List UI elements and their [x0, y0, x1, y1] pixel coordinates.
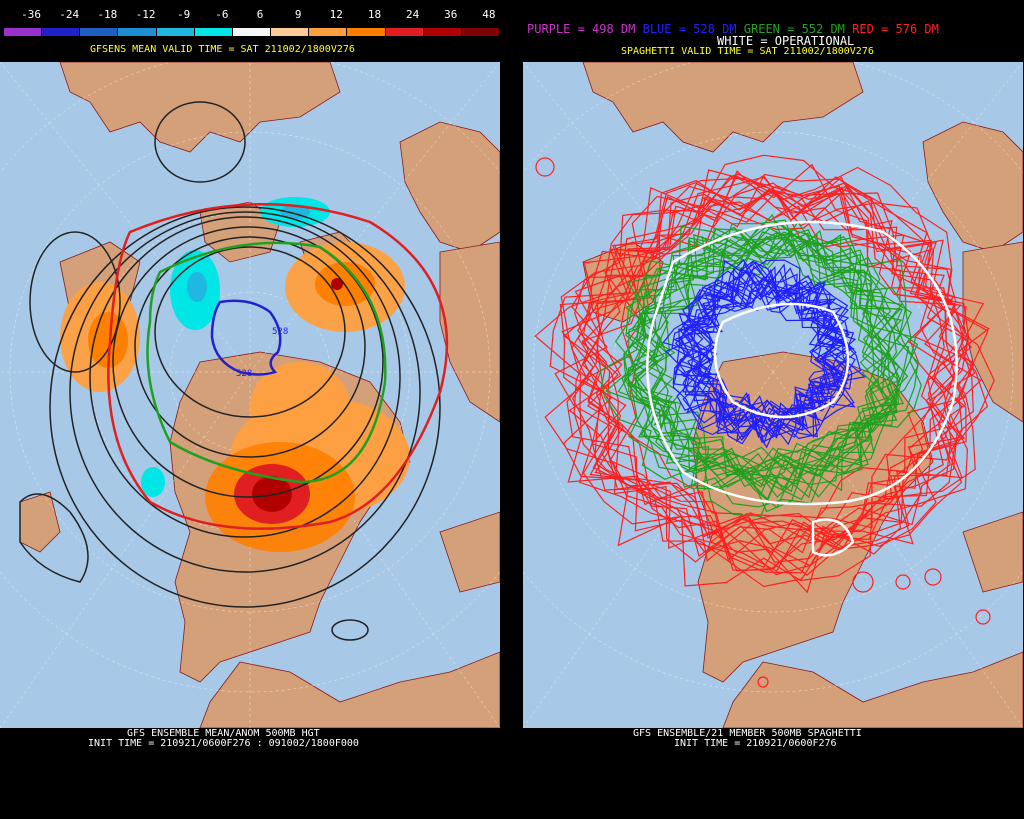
scale-swatch [80, 28, 118, 36]
scale-tick-label: 18 [367, 8, 382, 21]
scale-swatch [347, 28, 385, 36]
scale-swatch [271, 28, 309, 36]
left-footer-title: GFS ENSEMBLE MEAN/ANOM 500MB HGT [127, 728, 320, 739]
scale-swatch [232, 28, 271, 36]
key-contours [107, 202, 449, 530]
member-contour [625, 220, 912, 501]
member-contour [630, 232, 910, 509]
scale-swatch [385, 28, 423, 36]
member-contour [674, 265, 849, 445]
member-contour [690, 272, 849, 419]
scale-swatch [42, 28, 80, 36]
panel-divider [503, 0, 521, 819]
member-contour [673, 277, 847, 444]
ensemble-mean-panel: -36 -24 -18 -12 -9 -6 6 9 12 18 24 36 48 GFSENS MEAN… [0, 0, 503, 819]
member-contour [544, 174, 995, 587]
scale-tick-label: 24 [405, 8, 420, 21]
member-contour [634, 231, 901, 488]
member-contour [621, 224, 894, 491]
contour-label-528-a: 528 [272, 327, 288, 337]
scale-swatch [118, 28, 156, 36]
right-footer-init: INIT TIME = 210921/0600F276 [674, 738, 837, 749]
member-contour [676, 277, 867, 441]
scale-tick-label: -12 [135, 8, 156, 21]
right-valid-time: SPAGHETTI VALID TIME = SAT 211002/1800V2… [621, 46, 874, 57]
member-contour [623, 231, 902, 474]
anomaly-shading [60, 197, 410, 552]
scale-tick-label: 48 [482, 8, 496, 21]
scale-tick-label: 12 [329, 8, 343, 21]
member-contour [686, 275, 846, 438]
spaghetti-map [523, 62, 1023, 728]
spaghetti-panel: PURPLE = 498 DM BLUE = 528 DM GREEN = 55… [521, 0, 1024, 819]
member-contour [690, 278, 852, 443]
member-contour [581, 170, 976, 563]
member-contour [583, 189, 966, 538]
scale-swatch [4, 28, 42, 36]
scale-tick-label: 36 [444, 8, 458, 21]
member-contour [554, 173, 955, 574]
red-isolated-rings [535, 157, 991, 688]
member-contour [626, 235, 892, 487]
legend-red: RED = 576 DM [852, 22, 939, 36]
legend-green: GREEN = 552 DM [743, 22, 845, 36]
scale-swatch [194, 28, 232, 36]
right-footer-title: GFS ENSEMBLE/21 MEMBER 500MB SPAGHETTI [633, 728, 862, 739]
legend-purple: PURPLE = 498 DM [527, 22, 636, 36]
scale-tick-label: -6 [215, 8, 229, 21]
blue-528-contours [662, 259, 867, 449]
member-contour [534, 154, 969, 588]
member-contour [559, 182, 985, 576]
member-contour [582, 182, 975, 536]
contour-label-528-b: 528 [236, 369, 252, 379]
member-contour [686, 260, 853, 428]
legend-blue: BLUE = 528 DM [642, 22, 737, 36]
scale-tick-label: 6 [256, 8, 264, 21]
height-contours [19, 101, 441, 641]
legend-white: WHITE = OPERATIONAL [717, 34, 855, 48]
spaghetti-legend: PURPLE = 498 DM BLUE = 528 DM GREEN = 55… [527, 23, 939, 36]
scale-swatch [156, 28, 194, 36]
anomaly-color-scale: -36 -24 -18 -12 -9 -6 6 9 12 18 24 36 48 [4, 4, 500, 36]
scale-swatch [423, 28, 461, 36]
scale-tick-label: -9 [177, 8, 191, 21]
scale-tick-label: -36 [21, 8, 41, 21]
scale-tick-label: -24 [59, 8, 80, 21]
left-footer-init: INIT TIME = 210921/0600F276 : 091002/180… [88, 738, 359, 749]
scale-tick-label: 9 [294, 8, 302, 21]
member-contour [623, 230, 899, 496]
member-contour [631, 220, 898, 479]
member-contour [635, 225, 907, 476]
left-valid-time: GFSENS MEAN VALID TIME = SAT 211002/1800… [90, 44, 355, 55]
member-contour [577, 176, 974, 562]
operational-contours [646, 220, 958, 557]
ensemble-mean-map: 528 528 [0, 62, 500, 728]
scale-swatch [309, 28, 347, 36]
scale-tick-label: -18 [97, 8, 118, 21]
member-contour [561, 173, 989, 567]
scale-swatch [461, 28, 499, 36]
member-contour [572, 166, 990, 562]
member-contour [599, 226, 919, 517]
